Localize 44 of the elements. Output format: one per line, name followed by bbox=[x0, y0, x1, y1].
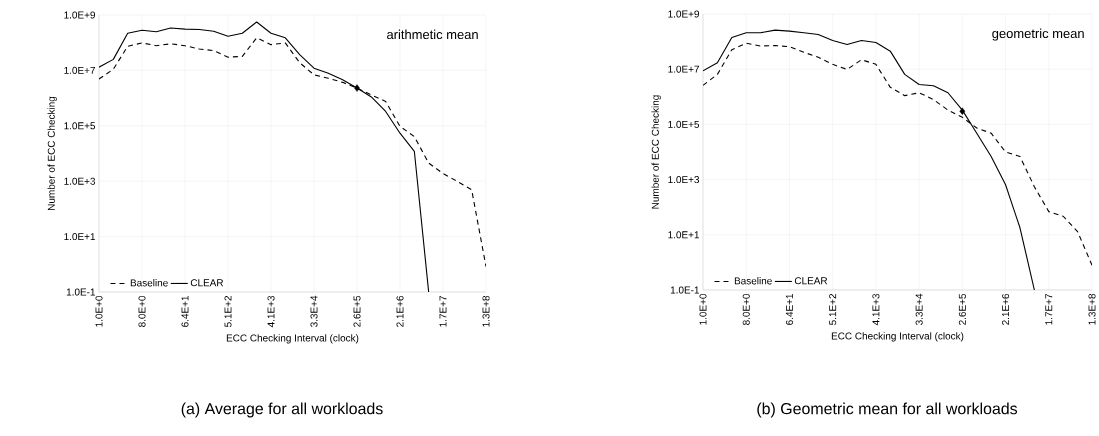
y-tick-label: 1.0E+1 bbox=[64, 233, 95, 241]
x-tick-label: 1.0E+0 bbox=[95, 295, 103, 327]
y-tick-label: 1.0E+1 bbox=[668, 231, 700, 239]
x-tick-label: 5.1E+2 bbox=[829, 294, 837, 325]
y-tick-label: 1.0E+7 bbox=[64, 66, 95, 74]
x-tick-label: 6.4E+1 bbox=[785, 294, 793, 325]
text: (b) Geometric mean for all workloads bbox=[757, 402, 1018, 418]
text: (a) Average for all workloads bbox=[181, 402, 383, 418]
x-tick-label: 4.1E+3 bbox=[872, 293, 880, 326]
y-tick-label: 1.0E+5 bbox=[668, 120, 700, 128]
legend-label: Baseline bbox=[734, 277, 772, 285]
legend-label: CLEAR bbox=[190, 279, 224, 287]
x-axis-title: ECC Checking Interval (clock) bbox=[226, 334, 359, 344]
x-tick-label: 3.3E+4 bbox=[915, 293, 923, 325]
x-tick-label: 1.0E+0 bbox=[699, 293, 707, 325]
y-tick-label: 1.0E+9 bbox=[64, 11, 96, 19]
y-axis-title: Number of ECC Checking bbox=[47, 96, 57, 210]
x-tick-label: 1.7E+7 bbox=[439, 296, 447, 327]
x-tick-label: 2.1E+6 bbox=[396, 295, 404, 327]
annotation: arithmetic mean bbox=[387, 29, 478, 40]
x-tick-label: 3.3E+4 bbox=[310, 295, 318, 327]
x-tick-label: 2.1E+6 bbox=[1002, 293, 1010, 325]
legend-label: CLEAR bbox=[794, 277, 828, 285]
y-axis-title: Number of ECC Checking bbox=[651, 95, 661, 209]
x-tick-label: 6.4E+1 bbox=[181, 296, 189, 327]
x-tick-label: 8.0E+0 bbox=[138, 295, 146, 327]
x-tick-label: 2.6E+5 bbox=[958, 293, 966, 325]
x-tick-label: 4.1E+3 bbox=[267, 295, 275, 328]
x-tick-label: 1.7E+7 bbox=[1045, 294, 1053, 325]
x-tick-label: 1.3E+8 bbox=[482, 295, 490, 327]
y-tick-label: 1.0E+9 bbox=[668, 10, 700, 18]
x-tick-label: 2.6E+5 bbox=[353, 295, 361, 327]
x-tick-label: 1.3E+8 bbox=[1088, 293, 1096, 325]
annotation: geometric mean bbox=[992, 28, 1084, 41]
y-tick-label: 1.0E-1 bbox=[670, 286, 700, 294]
y-tick-label: 1.0E+3 bbox=[668, 176, 700, 184]
legend-label: Baseline bbox=[130, 279, 168, 287]
x-axis-title: ECC Checking Interval (clock) bbox=[831, 332, 964, 342]
y-tick-label: 1.0E-1 bbox=[66, 288, 95, 296]
x-tick-label: 8.0E+0 bbox=[742, 293, 750, 325]
y-tick-label: 1.0E+5 bbox=[64, 122, 96, 130]
y-tick-label: 1.0E+3 bbox=[64, 177, 96, 185]
y-tick-label: 1.0E+7 bbox=[668, 65, 699, 73]
x-tick-label: 5.1E+2 bbox=[224, 296, 232, 327]
